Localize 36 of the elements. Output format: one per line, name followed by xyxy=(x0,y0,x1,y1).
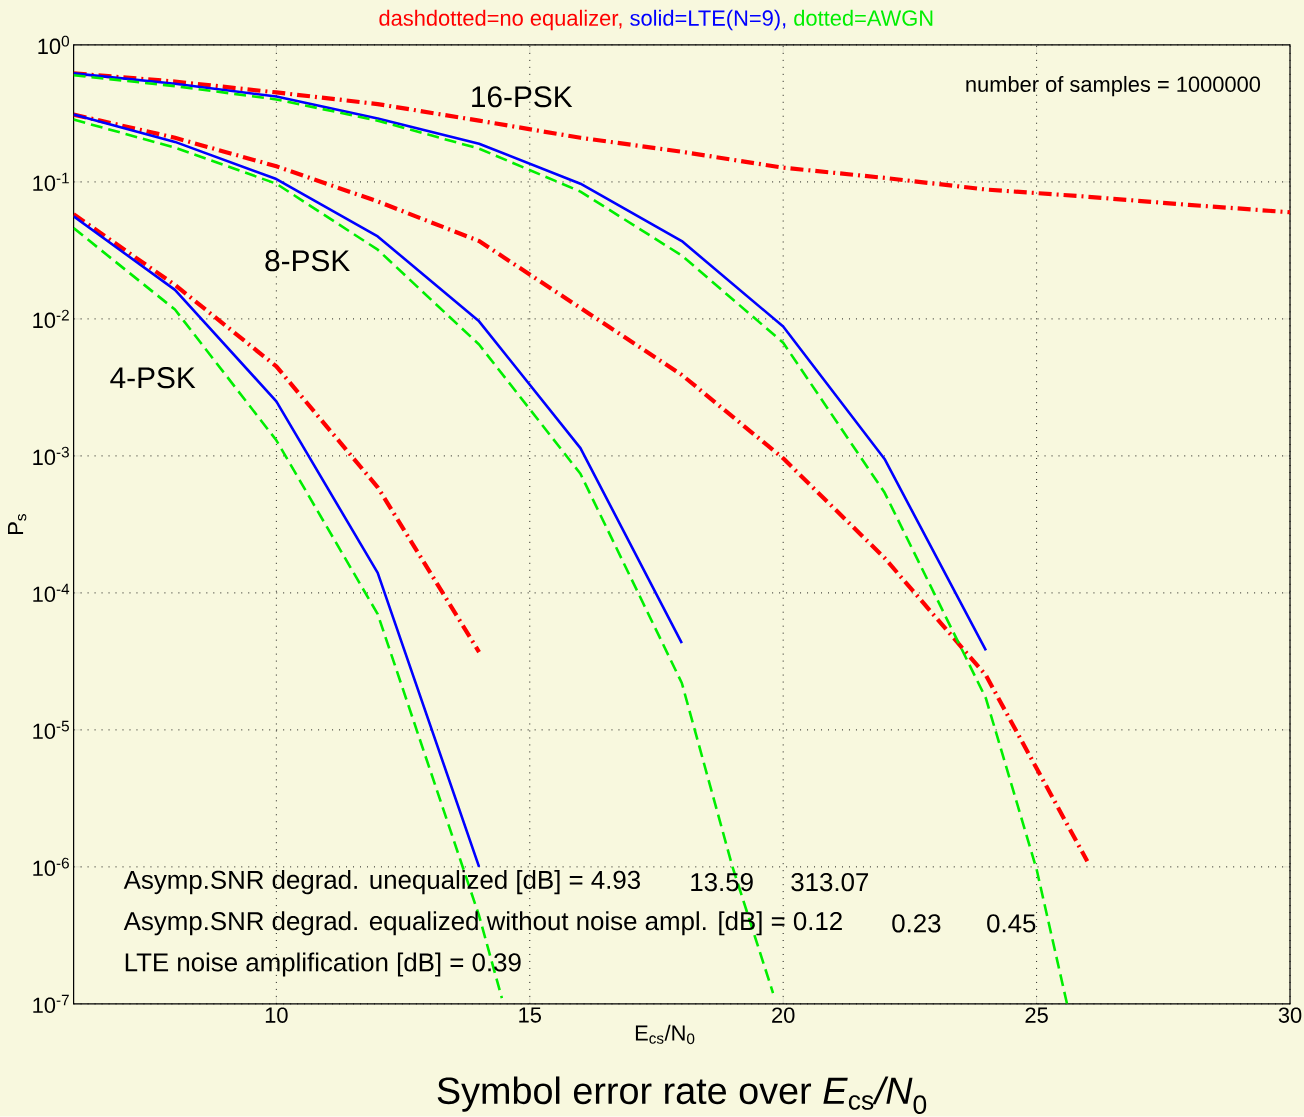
text: dotted=AWGN xyxy=(794,9,933,27)
y-tick-label: 10$^{-3}$ xyxy=(33,446,69,466)
annotation: 313.07 xyxy=(791,873,869,892)
annotation: 16-PSK xyxy=(472,86,573,108)
y-tick-label: 10$^{-6}$ xyxy=(33,857,69,877)
annotation: 13.59 xyxy=(691,873,753,892)
line-series xyxy=(73,215,481,869)
line-series xyxy=(73,71,1291,215)
annotation: Asymp.SNR degrad. equalized without noise ampl. [dB] = 0.12 xyxy=(123,911,842,936)
y-tick-label: 10$^{-5}$ xyxy=(33,720,69,740)
y-axis-title: P$_{s}$ xyxy=(8,514,27,535)
annotation: Asymp.SNR degrad. unequalized [dB] = 4.93 xyxy=(123,870,640,895)
y-tick-label: 10$^{-1}$ xyxy=(33,172,69,192)
x-tick-label: 15 xyxy=(519,1007,541,1023)
line-series xyxy=(73,112,1090,864)
annotation: 4-PSK xyxy=(110,367,196,389)
line-series xyxy=(73,113,684,645)
y-tick-label: 10$^{-2}$ xyxy=(33,309,69,329)
y-tick-label: 10$^{-7}$ xyxy=(33,994,69,1014)
x-tick-label: 20 xyxy=(772,1007,795,1024)
y-tick-label: 10$^{0}$ xyxy=(38,35,70,55)
line-series xyxy=(73,212,482,655)
x-tick-label: 25 xyxy=(1025,1007,1048,1024)
annotation: 0.45 xyxy=(987,914,1036,933)
annotation: LTE noise amplification [dB] = 0.39 xyxy=(125,952,521,977)
annotation: 8-PSK xyxy=(265,250,350,272)
y-tick-label: 10$^{-4}$ xyxy=(33,583,70,603)
text: dashdotted=no equalizer, xyxy=(379,9,622,31)
text: Symbol error rate over E$_{cs}$/N$_{0}$ xyxy=(437,1076,927,1115)
text: solid=LTE(N=9), xyxy=(630,9,786,31)
annotation: number of samples = 1000000 xyxy=(966,76,1261,97)
annotation: 0.23 xyxy=(892,914,941,933)
x-tick-label: 30 xyxy=(1278,1007,1302,1024)
x-tick-label: 10 xyxy=(265,1007,288,1024)
x-axis-title: E$_{cs}$/N$_{0}$ xyxy=(635,1024,695,1045)
line-series xyxy=(73,74,1069,1005)
